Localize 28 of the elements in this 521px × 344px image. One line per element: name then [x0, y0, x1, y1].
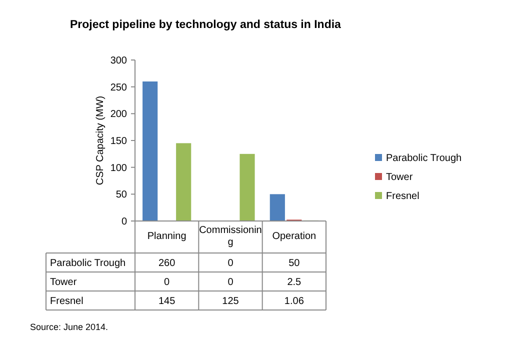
data-label: 0 — [228, 258, 234, 269]
y-tick-label: 50 — [116, 190, 128, 201]
y-tick-label: 100 — [110, 162, 128, 174]
legend-label: Parabolic Trough — [386, 153, 462, 164]
source-note: Source: June 2014. — [30, 322, 108, 332]
data-label: 50 — [288, 258, 300, 269]
data-label: 125 — [222, 296, 240, 307]
data-label: 0 — [164, 277, 170, 288]
text: Tower — [50, 277, 77, 288]
text: Fresnel — [50, 296, 84, 307]
data-label: 145 — [158, 296, 176, 307]
text: Parabolic Trough — [50, 258, 126, 269]
legend-label: Tower — [386, 172, 414, 183]
chart-title: Project pipeline by technology and status in India — [70, 19, 342, 31]
x-tick-label: Planning — [146, 230, 188, 244]
y-tick-label: 300 — [110, 56, 128, 66]
data-label: 1.06 — [284, 296, 304, 307]
x-tick-label: Commissioning — [198, 224, 262, 250]
data-label: 2.5 — [287, 277, 302, 288]
data-label: 260 — [158, 258, 176, 269]
data-label: 0 — [228, 277, 234, 288]
y-tick-label: 200 — [110, 109, 128, 120]
y-tick-label: 250 — [110, 82, 128, 94]
y-tick-label: 0 — [121, 216, 128, 228]
y-axis-title: CSP Capacity (MW) — [95, 96, 106, 186]
legend-label: Fresnel — [386, 191, 420, 202]
y-tick-label: 150 — [110, 136, 128, 147]
x-tick-label: Operation — [271, 230, 318, 244]
